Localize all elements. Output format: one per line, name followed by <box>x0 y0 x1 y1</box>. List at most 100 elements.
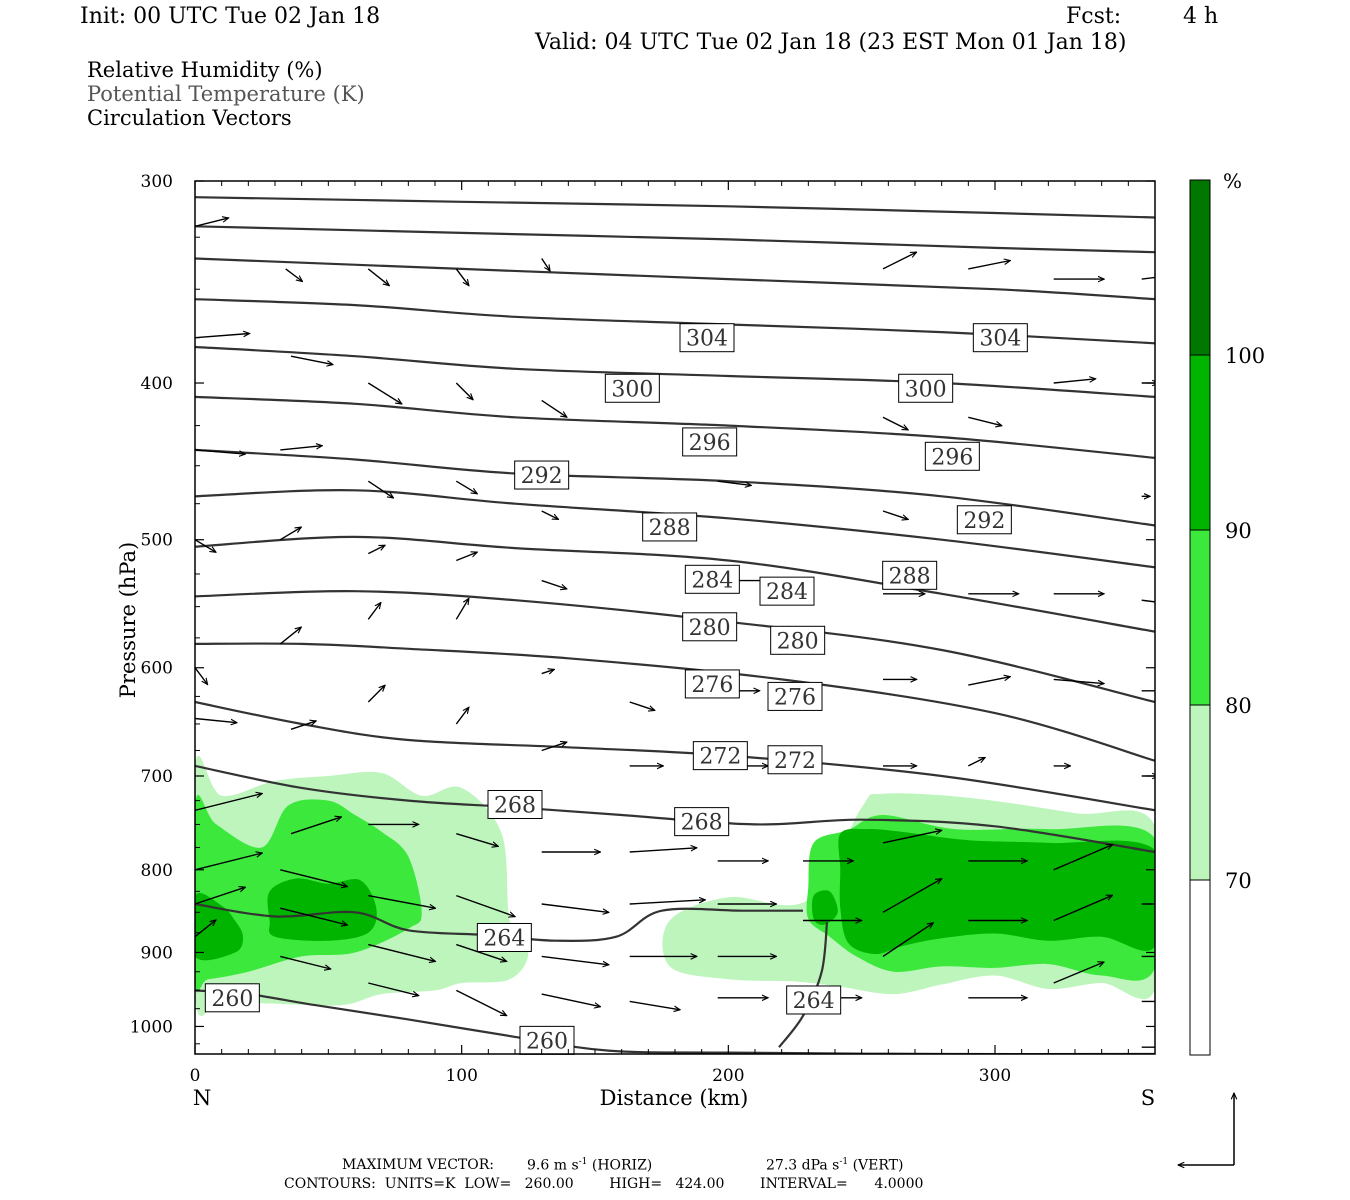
contour-label-280-12: 280 <box>682 612 738 642</box>
theta-contour-316-15 <box>195 196 1155 219</box>
circulation-vector-47 <box>541 903 609 912</box>
circulation-vector-42 <box>541 510 559 521</box>
circulation-vector-24 <box>367 603 381 620</box>
circulation-vector-90 <box>1053 845 1113 871</box>
circulation-vector-27 <box>368 894 435 909</box>
contour-label-264-20: 264 <box>476 922 532 952</box>
circulation-vector-7 <box>195 853 262 871</box>
forecast-label: Fcst: <box>1066 4 1122 29</box>
circulation-vector-15 <box>290 721 316 730</box>
circulation-vector-30 <box>455 268 469 286</box>
theta-contour-280-6 <box>195 590 1155 704</box>
colorbar-segment-90-100 <box>1189 354 1211 531</box>
circulation-vector-45 <box>541 742 567 752</box>
contour-label-300-2: 300 <box>604 373 660 403</box>
x-tick-label-0: 0 <box>190 1066 201 1086</box>
circulation-vector-81 <box>967 756 985 767</box>
colorbar-label-70: 70 <box>1225 869 1252 893</box>
contour-label-text: 300 <box>905 377 947 402</box>
circulation-vector-20 <box>367 268 389 286</box>
circulation-vector-39 <box>455 989 506 1017</box>
circulation-vector-55 <box>629 1000 680 1009</box>
contour-label-text: 296 <box>689 431 731 456</box>
rh-region-90-5 <box>267 878 377 941</box>
circulation-vector-80 <box>968 677 1010 686</box>
contour-label-text: 276 <box>774 685 816 710</box>
contour-label-304-1: 304 <box>972 323 1028 353</box>
contour-label-text: 260 <box>211 987 253 1012</box>
theta-contour-296-10 <box>195 395 1155 459</box>
colorbar-label-100: 100 <box>1225 344 1265 368</box>
x-tick-label-300: 300 <box>979 1066 1011 1086</box>
y-tick-label-900: 900 <box>141 943 173 963</box>
rh-region-90-7 <box>811 890 838 925</box>
y-tick-label-800: 800 <box>141 861 173 881</box>
circulation-vector-9 <box>195 920 216 938</box>
contour-label-268-19: 268 <box>674 807 730 837</box>
contour-label-296-4: 296 <box>682 427 738 457</box>
contour-label-text: 264 <box>793 989 835 1014</box>
contour-label-text: 292 <box>521 464 563 489</box>
circulation-vector-19 <box>280 955 330 969</box>
contour-label-276-14: 276 <box>684 669 740 699</box>
theta-contour-292-9 <box>195 448 1155 527</box>
circulation-vector-22 <box>367 480 393 498</box>
circulation-vector-92 <box>1053 962 1104 984</box>
circulation-vector-14 <box>279 627 301 645</box>
circulation-vector-77 <box>968 416 1002 425</box>
circulation-vector-6 <box>195 794 262 811</box>
circulation-vector-40 <box>541 258 550 272</box>
theta-contour-284-7 <box>195 535 1155 633</box>
contour-label-288-8: 288 <box>642 512 698 542</box>
circulation-vector-76 <box>968 261 1010 270</box>
colorbar <box>1189 179 1211 1056</box>
contour-label-text: 272 <box>699 745 741 770</box>
contour-label-text: 280 <box>777 629 819 654</box>
contour-label-284-11: 284 <box>759 576 815 606</box>
contour-label-260-22: 260 <box>204 983 260 1013</box>
circulation-vector-18 <box>280 907 347 925</box>
legend-circulation-vectors: Circulation Vectors <box>87 106 292 130</box>
contour-label-text: 268 <box>494 793 536 818</box>
circulation-vector-52 <box>629 848 697 853</box>
theta-contour-308-13 <box>195 257 1155 301</box>
x-axis-left-end-label: N <box>193 1086 211 1110</box>
valid-time: Valid: 04 UTC Tue 02 Jan 18 (23 EST Mon … <box>535 30 1127 55</box>
circulation-vector-38 <box>456 943 506 962</box>
max-vector-vertical: 27.3 dPa s-1 (VERT) <box>766 1157 904 1174</box>
circulation-vector-88 <box>1053 678 1104 683</box>
contour-label-text: 288 <box>889 564 931 589</box>
contour-label-304-0: 304 <box>679 323 735 353</box>
contour-label-264-21: 264 <box>786 985 842 1015</box>
colorbar-label-80: 80 <box>1225 694 1252 718</box>
circulation-vector-33 <box>456 552 477 562</box>
contour-label-288-9: 288 <box>882 560 938 590</box>
circulation-vector-75 <box>882 923 933 957</box>
init-time: Init: 00 UTC Tue 02 Jan 18 <box>80 4 381 29</box>
circulation-vector-31 <box>455 382 473 400</box>
colorbar-segment-70-80 <box>1189 704 1211 881</box>
contour-label-284-10: 284 <box>684 564 740 594</box>
contour-label-292-7: 292 <box>956 505 1012 535</box>
contour-label-text: 272 <box>774 749 816 774</box>
x-axis-right-end-label: S <box>1141 1086 1155 1110</box>
circulation-vector-91 <box>1053 895 1113 922</box>
circulation-vector-0 <box>195 218 229 227</box>
circulation-vector-3 <box>195 539 216 553</box>
circulation-vector-67 <box>882 251 917 270</box>
colorbar-label-90: 90 <box>1225 519 1252 543</box>
rh-region-90-4 <box>195 893 243 961</box>
contour-label-272-16: 272 <box>692 741 748 771</box>
contour-label-296-5: 296 <box>924 441 980 471</box>
contour-label-text: 268 <box>681 811 723 836</box>
circulation-vector-73 <box>882 830 942 844</box>
circulation-vector-28 <box>368 943 435 962</box>
contour-label-268-18: 268 <box>487 789 543 819</box>
circulation-vector-5 <box>195 717 237 723</box>
y-tick-label-1000: 1000 <box>130 1017 173 1037</box>
x-tick-label-100: 100 <box>445 1066 477 1086</box>
circulation-vector-12 <box>280 446 322 451</box>
contour-label-text: 296 <box>931 445 973 470</box>
circulation-vector-50 <box>629 701 655 710</box>
